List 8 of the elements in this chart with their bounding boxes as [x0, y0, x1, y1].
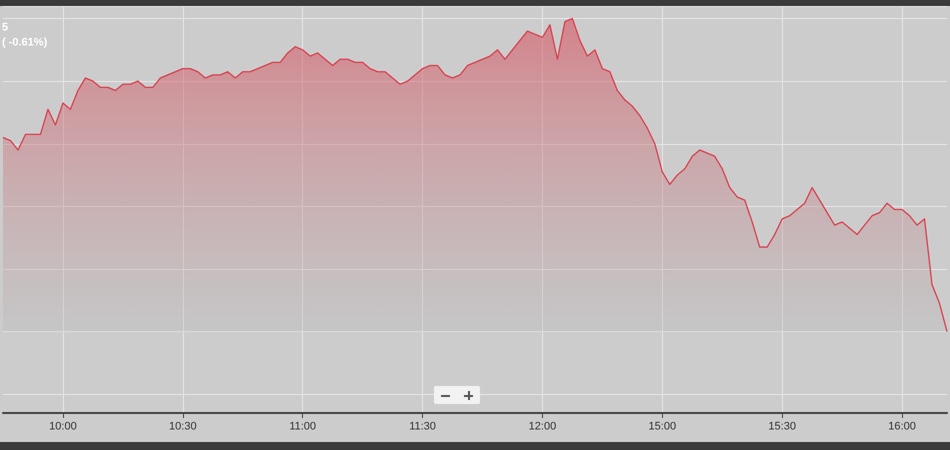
x-tick-label: 12:00	[528, 420, 556, 432]
x-tick-label: 15:00	[648, 420, 676, 432]
x-tick-label: 11:30	[409, 420, 436, 432]
x-tick-label: 10:30	[169, 420, 197, 432]
x-tick-label: 16:00	[888, 420, 916, 432]
x-tick-label: 10:00	[49, 420, 77, 432]
x-tick-label: 11:00	[289, 420, 316, 432]
x-tick-label: 15:30	[768, 420, 796, 432]
